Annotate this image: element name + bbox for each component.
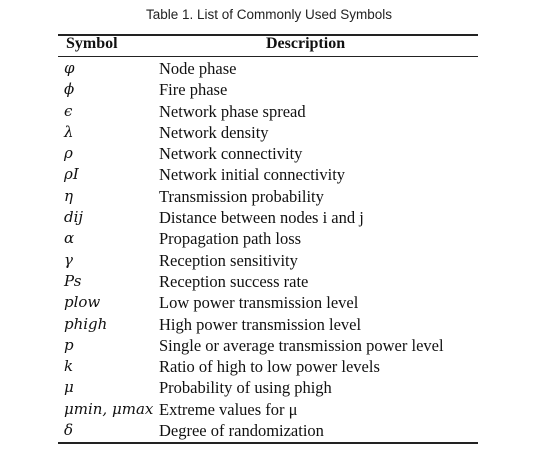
description-cell: Network density: [159, 122, 269, 142]
symbol-cell: η: [64, 186, 73, 205]
table-row: μmin, μmax Extreme values for μ: [0, 399, 538, 420]
symbol-cell: δ: [64, 421, 74, 440]
description-cell: Network initial connectivity: [159, 165, 346, 185]
table-row: η Transmission probability: [0, 186, 538, 207]
table-row: p Single or average transmission power l…: [0, 335, 538, 356]
symbol-cell: ϕ: [64, 80, 75, 99]
symbol-cell: γ: [64, 250, 73, 269]
description-cell: Reception sensitivity: [159, 250, 298, 270]
table-row: phigh High power transmission level: [0, 314, 538, 335]
symbol-cell: ρ: [64, 144, 73, 163]
description-cell: Low power transmission level: [159, 293, 359, 313]
symbol-cell: ϵ: [64, 101, 73, 120]
description-column-header: Description: [266, 35, 346, 52]
table-row: dij Distance between nodes i and j: [0, 207, 538, 228]
symbol-cell: phigh: [64, 314, 108, 333]
table-top-rule: [58, 34, 478, 36]
table-caption: Table 1. List of Commonly Used Symbols: [145, 7, 393, 22]
description-cell: Propagation path loss: [159, 229, 302, 249]
description-cell: Probability of using phigh: [159, 378, 332, 398]
description-cell: Network phase spread: [159, 101, 306, 121]
description-cell: Reception success rate: [159, 271, 309, 291]
table-row: ρ Network connectivity: [0, 143, 538, 164]
table-row: ϕ Fire phase: [0, 79, 538, 100]
description-cell: Single or average transmission power lev…: [159, 335, 444, 355]
description-cell: Fire phase: [159, 80, 228, 100]
symbol-cell: α: [64, 229, 75, 248]
description-cell: Distance between nodes i and j: [159, 208, 364, 228]
description-cell: Ratio of high to low power levels: [159, 357, 380, 377]
description-cell: Transmission probability: [159, 186, 324, 206]
description-cell: Node phase: [159, 59, 237, 78]
table-row: k Ratio of high to low power levels: [0, 356, 538, 377]
symbol-cell: λ: [64, 122, 74, 141]
symbol-cell: ρI: [64, 165, 79, 184]
table-row: ρI Network initial connectivity: [0, 164, 538, 185]
symbol-cell: p: [64, 335, 74, 354]
table-row: φ Node phase: [0, 58, 538, 79]
table-row: μ Probability of using phigh: [0, 377, 538, 398]
symbol-table-body: φ Node phase ϕ Fire phase ϵ Network phas…: [0, 58, 538, 441]
table-row: ϵ Network phase spread: [0, 101, 538, 122]
symbol-cell: μ: [64, 378, 74, 397]
symbol-cell: dij: [64, 208, 84, 227]
symbol-cell: plow: [64, 293, 101, 312]
symbol-cell: k: [64, 357, 74, 376]
table-row: Ps Reception success rate: [0, 271, 538, 292]
description-cell: Network connectivity: [159, 144, 303, 164]
symbol-column-header: Symbol: [66, 35, 118, 52]
header-rule: [58, 56, 478, 57]
description-cell: High power transmission level: [159, 314, 362, 334]
table-bottom-rule: [58, 442, 478, 444]
symbol-cell: φ: [64, 59, 75, 77]
description-cell: Extreme values for μ: [159, 399, 298, 419]
table-row: λ Network density: [0, 122, 538, 143]
table-row: γ Reception sensitivity: [0, 250, 538, 271]
symbol-cell: Ps: [64, 271, 82, 290]
table-row: α Propagation path loss: [0, 228, 538, 249]
table-row: plow Low power transmission level: [0, 292, 538, 313]
description-cell: Degree of randomization: [159, 421, 324, 441]
table-row: δ Degree of randomization: [0, 420, 538, 441]
symbol-cell: μmin, μmax: [64, 399, 154, 418]
